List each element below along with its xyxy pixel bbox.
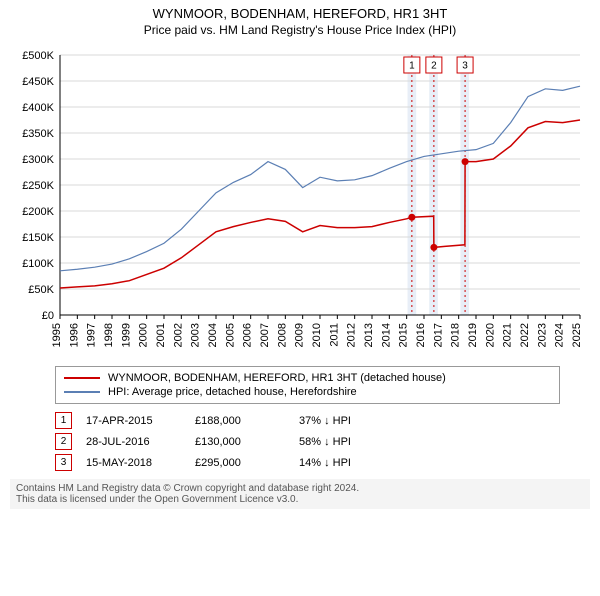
svg-text:2: 2 xyxy=(431,61,437,72)
svg-text:2022: 2022 xyxy=(519,323,531,347)
chart-area: £0 £50K £100K £150K £200K £250K £300K £350K £400… xyxy=(10,45,590,360)
legend-item: HPI: Average price, detached house, Here… xyxy=(64,385,551,399)
svg-text:2006: 2006 xyxy=(242,323,254,347)
event-delta: 58% ↓ HPI xyxy=(299,436,351,448)
svg-text:2001: 2001 xyxy=(155,323,167,347)
event-row: 1 17-APR-2015 £188,000 37% ↓ HPI xyxy=(55,410,560,431)
svg-text:2003: 2003 xyxy=(190,323,202,347)
svg-text:2013: 2013 xyxy=(363,323,375,347)
svg-text:2014: 2014 xyxy=(380,323,392,347)
event-delta: 37% ↓ HPI xyxy=(299,415,351,427)
event-date: 15-MAY-2018 xyxy=(86,457,181,469)
svg-text:2019: 2019 xyxy=(467,323,479,347)
svg-text:2005: 2005 xyxy=(224,323,236,347)
svg-text:2004: 2004 xyxy=(207,323,219,347)
svg-text:2017: 2017 xyxy=(432,323,444,347)
svg-text:£0: £0 xyxy=(42,310,54,322)
svg-text:£500K: £500K xyxy=(22,50,54,62)
event-marker-box: 3 xyxy=(55,454,72,471)
legend-label: HPI: Average price, detached house, Here… xyxy=(108,386,357,398)
footer-line: This data is licensed under the Open Gov… xyxy=(16,494,584,505)
svg-text:2015: 2015 xyxy=(398,323,410,347)
svg-text:2009: 2009 xyxy=(294,323,306,347)
footer-line: Contains HM Land Registry data © Crown c… xyxy=(16,483,584,494)
svg-text:2010: 2010 xyxy=(311,323,323,347)
legend-item: WYNMOOR, BODENHAM, HEREFORD, HR1 3HT (de… xyxy=(64,371,551,385)
event-date: 17-APR-2015 xyxy=(86,415,181,427)
svg-text:2012: 2012 xyxy=(346,323,358,347)
footer-text: Contains HM Land Registry data © Crown c… xyxy=(10,479,590,509)
line-chart: £0 £50K £100K £150K £200K £250K £300K £350K £400… xyxy=(10,45,590,355)
svg-text:£150K: £150K xyxy=(22,232,54,244)
legend-swatch xyxy=(64,377,100,379)
svg-text:1: 1 xyxy=(409,61,415,72)
svg-text:2023: 2023 xyxy=(536,323,548,347)
event-price: £295,000 xyxy=(195,457,285,469)
event-price: £188,000 xyxy=(195,415,285,427)
svg-text:2016: 2016 xyxy=(415,323,427,347)
event-date: 28-JUL-2016 xyxy=(86,436,181,448)
legend-swatch xyxy=(64,391,100,393)
event-marker-box: 2 xyxy=(55,433,72,450)
svg-text:2020: 2020 xyxy=(484,323,496,347)
svg-text:3: 3 xyxy=(462,61,468,72)
event-price: £130,000 xyxy=(195,436,285,448)
event-delta: 14% ↓ HPI xyxy=(299,457,351,469)
svg-text:1995: 1995 xyxy=(51,323,63,347)
page-subtitle: Price paid vs. HM Land Registry's House … xyxy=(0,23,600,37)
svg-text:2025: 2025 xyxy=(571,323,583,347)
svg-text:1999: 1999 xyxy=(120,323,132,347)
svg-text:£250K: £250K xyxy=(22,180,54,192)
svg-text:2021: 2021 xyxy=(502,323,514,347)
svg-text:2024: 2024 xyxy=(554,323,566,347)
svg-text:£400K: £400K xyxy=(22,102,54,114)
legend: WYNMOOR, BODENHAM, HEREFORD, HR1 3HT (de… xyxy=(55,366,560,404)
svg-text:£450K: £450K xyxy=(22,76,54,88)
svg-text:£100K: £100K xyxy=(22,258,54,270)
svg-text:2008: 2008 xyxy=(276,323,288,347)
svg-text:£50K: £50K xyxy=(28,284,54,296)
svg-text:£300K: £300K xyxy=(22,154,54,166)
svg-text:£350K: £350K xyxy=(22,128,54,140)
page-title: WYNMOOR, BODENHAM, HEREFORD, HR1 3HT xyxy=(0,6,600,21)
svg-text:2000: 2000 xyxy=(138,323,150,347)
event-row: 2 28-JUL-2016 £130,000 58% ↓ HPI xyxy=(55,431,560,452)
svg-text:1998: 1998 xyxy=(103,323,115,347)
events-table: 1 17-APR-2015 £188,000 37% ↓ HPI 2 28-JU… xyxy=(55,410,560,473)
svg-text:2002: 2002 xyxy=(172,323,184,347)
svg-text:2011: 2011 xyxy=(328,323,340,347)
svg-text:£200K: £200K xyxy=(22,206,54,218)
event-marker-box: 1 xyxy=(55,412,72,429)
svg-text:2018: 2018 xyxy=(450,323,462,347)
legend-label: WYNMOOR, BODENHAM, HEREFORD, HR1 3HT (de… xyxy=(108,372,446,384)
event-row: 3 15-MAY-2018 £295,000 14% ↓ HPI xyxy=(55,452,560,473)
svg-text:1997: 1997 xyxy=(86,323,98,347)
svg-text:2007: 2007 xyxy=(259,323,271,347)
svg-text:1996: 1996 xyxy=(68,323,80,347)
